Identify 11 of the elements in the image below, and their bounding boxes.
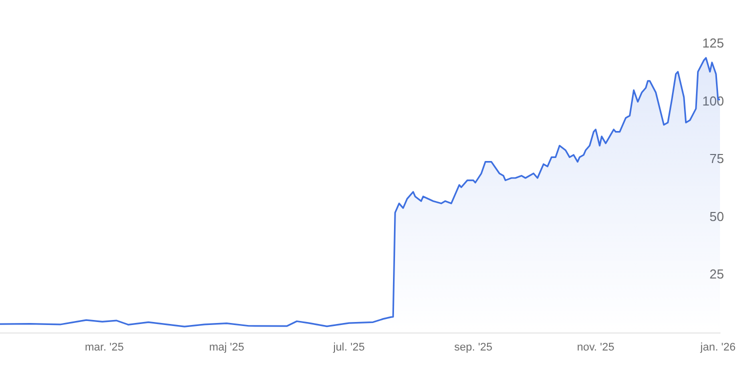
x-tick-label: mar. '25: [84, 341, 124, 354]
y-tick-label: 125: [702, 36, 724, 51]
x-tick-label: sep. '25: [454, 341, 492, 354]
y-tick-label: 75: [710, 151, 724, 166]
y-tick-label: 25: [710, 266, 724, 282]
x-tick-label: nov. '25: [576, 341, 614, 354]
y-tick-label: 50: [710, 208, 724, 224]
x-tick-label: maj '25: [209, 341, 244, 354]
y-tick-label: 100: [702, 93, 724, 108]
x-tick-label: jan. '26: [699, 341, 736, 354]
x-tick-label: jul. '25: [332, 341, 365, 354]
